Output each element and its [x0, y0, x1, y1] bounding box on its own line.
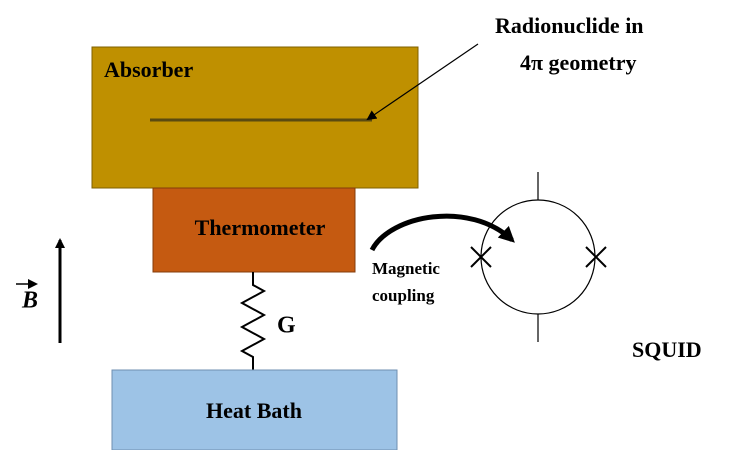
absorber-box: [91, 46, 419, 189]
source-label-1: Radionuclide in: [495, 13, 644, 38]
field-label: B: [21, 288, 38, 314]
squid-label: SQUID: [632, 337, 702, 362]
link-label: G: [277, 313, 296, 339]
heat-bath-box: [111, 369, 398, 450]
source-label-2: 4π geometry: [520, 50, 637, 75]
josephson-junction-left: [470, 246, 492, 268]
thermal-link: [239, 272, 267, 370]
coupling-label-2: coupling: [372, 286, 435, 305]
source-pointer: [366, 43, 479, 121]
squid-loop: [480, 199, 596, 315]
coupling-arrow: [369, 213, 515, 252]
absorber-label: Absorber: [104, 57, 193, 82]
thermometer-box: [152, 187, 356, 273]
josephson-junction-right: [585, 246, 607, 268]
coupling-label-1: Magnetic: [372, 259, 440, 278]
heat-bath-label: Heat Bath: [206, 398, 302, 423]
thermometer-label: Thermometer: [195, 215, 326, 240]
